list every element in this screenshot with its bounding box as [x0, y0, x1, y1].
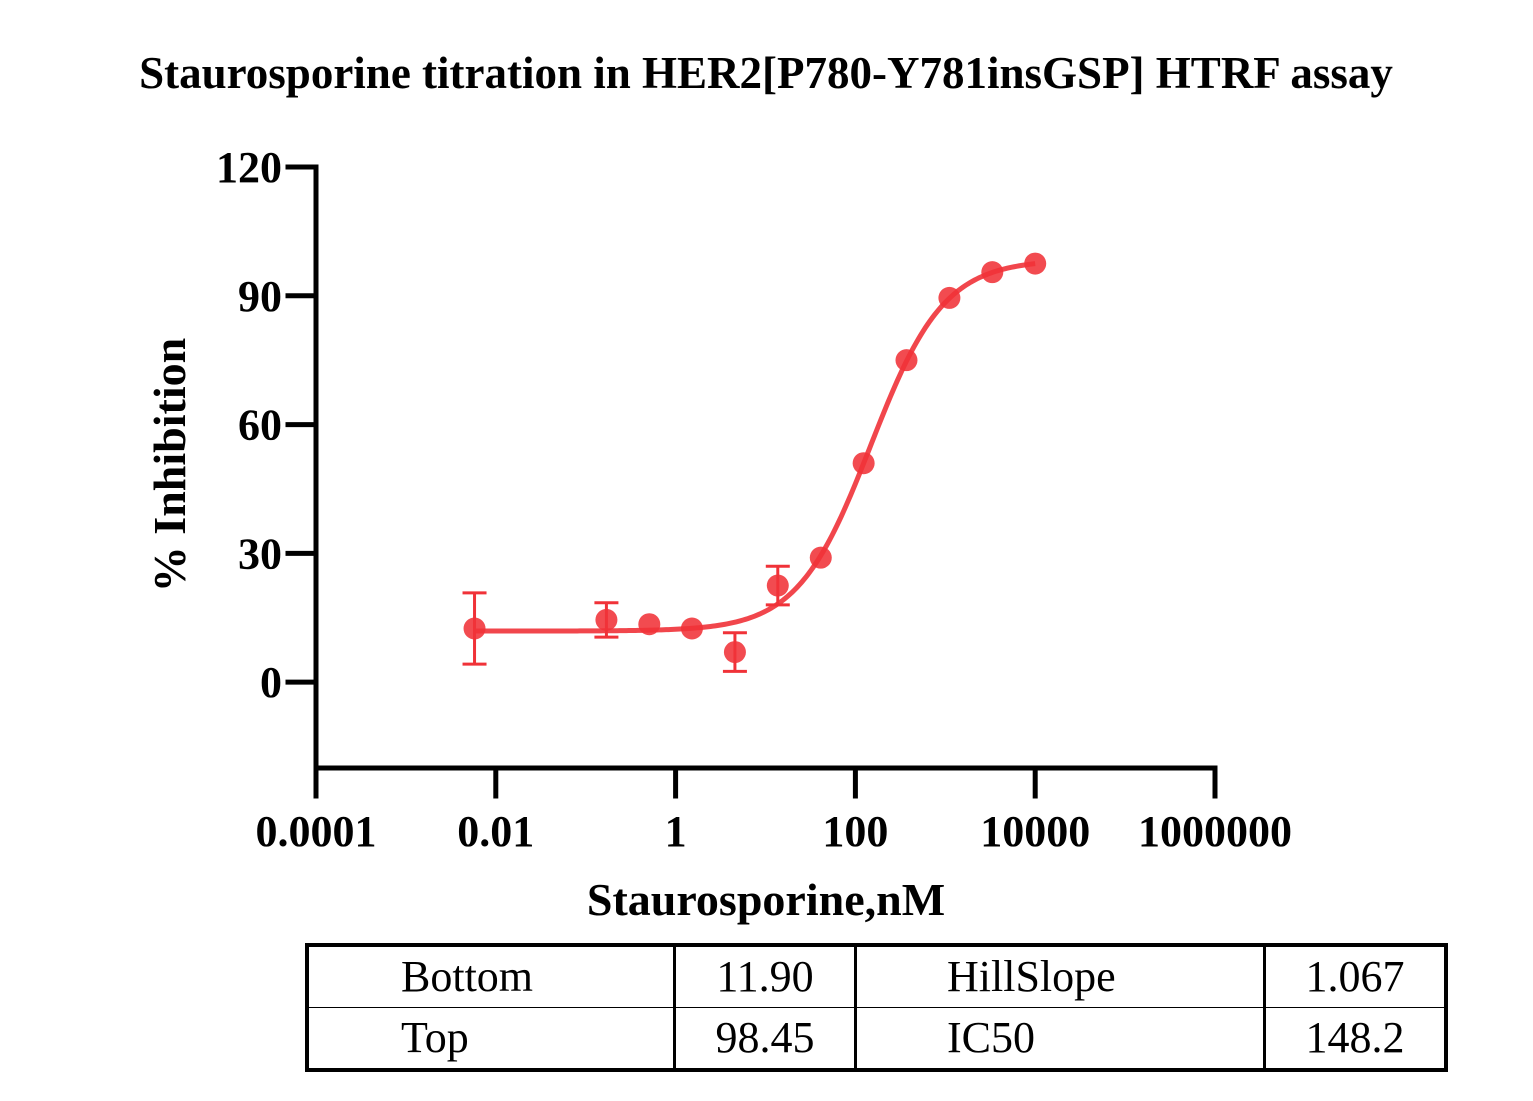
data-point: [1024, 252, 1047, 275]
param-name-hillslope: HillSlope: [854, 943, 1266, 1008]
y-axis: 0 30 60 90 120: [216, 143, 319, 771]
x-tick-label: 0.0001: [256, 807, 377, 856]
param-name-top: Top: [305, 1007, 676, 1072]
data-point: [809, 546, 832, 569]
data-point: [723, 641, 746, 664]
fit-parameters-table: Bottom 11.90 HillSlope 1.067 Top 98.45 I…: [305, 943, 1448, 1072]
data-point: [981, 261, 1004, 284]
x-axis: 0.0001 0.01 1 100 10000 1000000: [256, 765, 1292, 856]
data-point: [938, 286, 961, 309]
param-name-bottom: Bottom: [305, 943, 676, 1008]
x-axis-label: Staurosporine,nM: [587, 874, 945, 925]
y-tick-label: 30: [238, 529, 282, 578]
x-tick-label: 100: [822, 807, 888, 856]
table-row: Top 98.45 IC50 148.2: [305, 1007, 1448, 1072]
y-tick-label: 60: [238, 401, 282, 450]
data-point: [680, 617, 703, 640]
data-point: [463, 617, 486, 640]
data-point: [766, 574, 789, 597]
y-tick-label: 90: [238, 272, 282, 321]
data-point: [595, 608, 618, 631]
param-value-hillslope: 1.067: [1263, 943, 1448, 1008]
data-point: [852, 452, 875, 475]
x-tick-label: 0.01: [457, 807, 534, 856]
x-tick-label: 1000000: [1138, 807, 1292, 856]
data-point: [638, 613, 661, 636]
table-row: Bottom 11.90 HillSlope 1.067: [305, 943, 1448, 1008]
param-value-ic50: 148.2: [1263, 1007, 1448, 1072]
y-axis-label: % Inhibition: [144, 338, 195, 592]
x-tick-label: 1: [665, 807, 687, 856]
plot-area: [462, 252, 1047, 673]
x-tick-label: 10000: [980, 807, 1090, 856]
y-tick-label: 120: [216, 143, 282, 192]
chart-title: Staurosporine titration in HER2[P780-Y78…: [139, 48, 1393, 98]
param-value-bottom: 11.90: [673, 943, 857, 1008]
param-value-top: 98.45: [673, 1007, 857, 1072]
param-name-ic50: IC50: [854, 1007, 1266, 1072]
y-tick-label: 0: [260, 658, 282, 707]
fit-curve: [474, 261, 1036, 634]
data-point: [895, 349, 918, 372]
